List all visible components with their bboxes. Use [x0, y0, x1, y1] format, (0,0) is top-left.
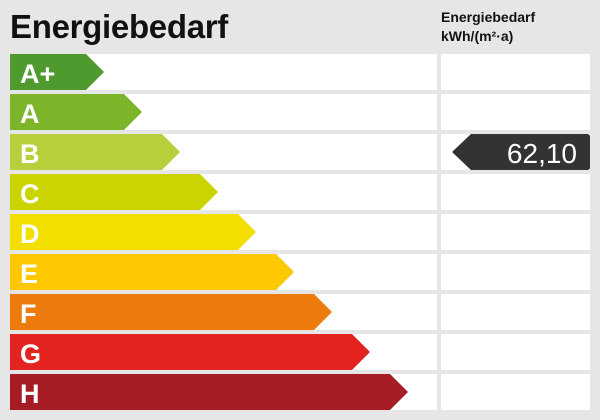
rating-label: A+: [20, 59, 55, 89]
rating-arrow-D: [10, 214, 256, 250]
unit-label-line2: kWh/(m²·a): [441, 28, 514, 44]
value-cell: [441, 94, 590, 130]
unit-label: Energiebedarf kWh/(m²·a): [441, 8, 535, 46]
rating-arrow-H: [10, 374, 408, 410]
value-cell: [441, 294, 590, 330]
rating-arrow-B: [10, 134, 180, 170]
value-marker-label: 62,10: [507, 138, 577, 169]
rating-label: G: [20, 339, 41, 369]
rating-arrow-E: [10, 254, 294, 290]
rating-arrow-G: [10, 334, 370, 370]
value-cell: [441, 174, 590, 210]
rating-label: A: [20, 99, 40, 129]
rating-label: C: [20, 179, 40, 209]
value-cell: [441, 254, 590, 290]
rating-label: D: [20, 219, 40, 249]
rating-arrow-Aplus: [10, 54, 104, 90]
unit-label-line1: Energiebedarf: [441, 9, 536, 25]
rating-label: F: [20, 299, 37, 329]
rating-label: E: [20, 259, 38, 289]
value-cell: [441, 374, 590, 410]
rating-label: B: [20, 139, 40, 169]
rating-arrow-C: [10, 174, 218, 210]
value-cell: [441, 54, 590, 90]
value-cell: [441, 334, 590, 370]
chart-title: Energiebedarf: [10, 8, 228, 45]
rating-label: H: [20, 379, 40, 409]
rating-arrow-A: [10, 94, 142, 130]
rating-arrow-F: [10, 294, 332, 330]
value-cell: [441, 214, 590, 250]
value-marker: [452, 134, 590, 170]
